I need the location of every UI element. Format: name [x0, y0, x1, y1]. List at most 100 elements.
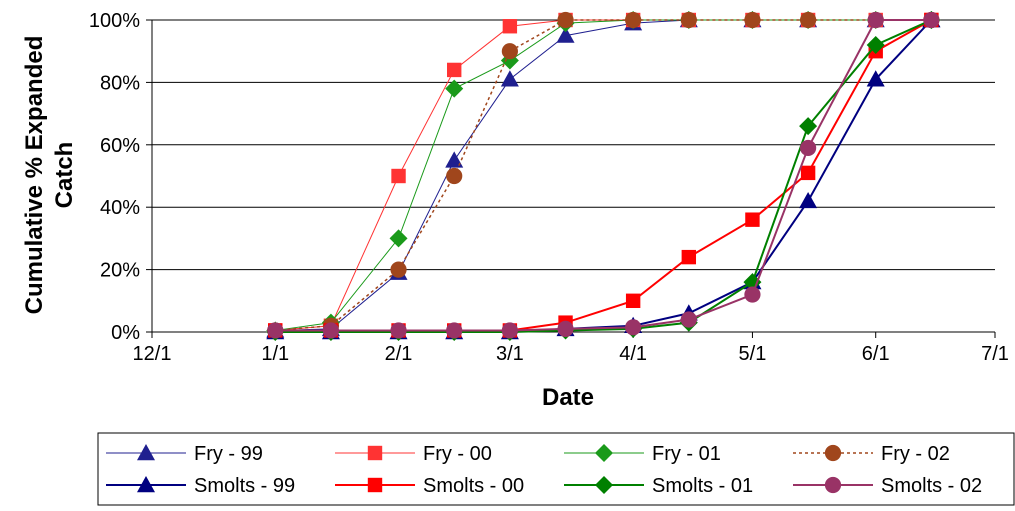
data-point [681, 249, 697, 265]
y-tick-label: 0% [111, 322, 140, 344]
x-tick-label: 5/1 [739, 343, 767, 365]
legend-label: Fry - 00 [423, 443, 492, 465]
data-point [800, 165, 816, 181]
data-point [445, 79, 464, 98]
legend-label: Fry - 99 [194, 443, 263, 465]
series-smolts-01 [266, 11, 941, 341]
x-tick-label: 7/1 [981, 343, 1009, 365]
y-tick-label: 20% [100, 260, 140, 282]
series-line [275, 19, 932, 331]
data-point [389, 229, 408, 248]
data-point [800, 11, 817, 29]
series-line [275, 19, 932, 331]
y-tick-label: 80% [100, 72, 140, 94]
legend-item: Smolts - 00 [335, 475, 524, 497]
series-smolts-02 [267, 11, 940, 339]
legend-box [97, 432, 1015, 506]
data-point [824, 444, 842, 462]
legend-label: Smolts - 99 [194, 475, 295, 497]
data-point [625, 319, 642, 336]
data-point [445, 151, 464, 168]
data-point [391, 168, 406, 184]
x-tick-label: 1/1 [261, 343, 289, 365]
data-point [625, 11, 642, 29]
series-line [275, 19, 933, 333]
data-point [501, 43, 518, 60]
y-tick-label: 60% [100, 135, 140, 157]
legend-item: Smolts - 99 [106, 475, 295, 497]
series-line [275, 19, 932, 333]
legend-label: Smolts - 00 [423, 475, 524, 497]
data-point [267, 322, 284, 339]
y-tick-label: 100% [89, 10, 140, 32]
data-point [367, 445, 383, 461]
legend-label: Fry - 02 [881, 443, 950, 465]
series-layer [266, 11, 941, 341]
y-axis-title-line-2: Catch [51, 142, 78, 209]
axes-layer: 0% 20% 40% 60% 80% 100% 12/1 1/1 2/1 3/1 4/1 5/1 6/1… [89, 10, 1009, 365]
data-point [367, 477, 383, 493]
data-point [743, 273, 762, 292]
data-point [923, 11, 940, 29]
data-point [557, 320, 574, 337]
y-tick-label: 40% [100, 197, 140, 219]
x-tick-label: 6/1 [862, 343, 890, 365]
series-line [275, 19, 932, 332]
y-axis-title-line-1: Cumulative % Expanded [21, 36, 48, 315]
data-point [322, 322, 340, 339]
series-fry-00 [268, 12, 939, 338]
legend-item: Fry - 01 [564, 443, 721, 465]
series-line [275, 19, 932, 331]
x-tick-label: 12/1 [133, 343, 172, 365]
data-point [446, 167, 463, 185]
legend-label: Fry - 01 [652, 443, 721, 465]
data-point [799, 191, 818, 209]
x-tick-label: 3/1 [496, 343, 524, 365]
data-point [867, 11, 884, 29]
series-line [275, 19, 932, 332]
data-point [680, 11, 697, 29]
data-point [446, 322, 463, 339]
legend-item: Fry - 00 [335, 443, 492, 465]
data-point [824, 476, 842, 494]
data-point [502, 19, 518, 34]
data-point [866, 70, 885, 87]
data-point [595, 444, 613, 462]
data-point [745, 212, 760, 227]
x-tick-label: 4/1 [619, 343, 647, 365]
legend-item: Smolts - 02 [793, 475, 982, 497]
x-axis-title: Date [542, 384, 594, 411]
data-point [447, 62, 462, 78]
legend-item: Fry - 02 [793, 443, 950, 465]
data-point [595, 476, 613, 494]
data-point [557, 11, 574, 29]
data-point [866, 35, 885, 54]
legend-item: Fry - 99 [106, 443, 263, 465]
data-point [799, 117, 818, 136]
data-point [137, 444, 155, 461]
series-fry-02 [267, 11, 940, 339]
data-point [625, 293, 641, 308]
legend: Fry - 99 Fry - 00 Fry - 01 Fry - 02 Smolts -… [97, 432, 1015, 506]
data-point [680, 311, 697, 328]
data-point [390, 322, 407, 339]
series-fry-99 [266, 11, 941, 338]
series-smolts-00 [268, 12, 939, 338]
series-line [275, 19, 932, 332]
data-point [390, 261, 407, 278]
legend-label: Smolts - 01 [652, 475, 753, 497]
legend-label: Smolts - 02 [881, 475, 982, 497]
data-point [556, 26, 575, 43]
data-point [800, 139, 817, 157]
x-tick-label: 2/1 [385, 343, 413, 365]
data-point [744, 11, 761, 29]
data-point [500, 70, 519, 87]
series-smolts-99 [266, 11, 941, 340]
data-point [501, 322, 518, 339]
data-point [137, 476, 155, 493]
series-fry-01 [266, 11, 941, 340]
data-point [744, 286, 761, 303]
legend-item: Smolts - 01 [564, 475, 753, 497]
